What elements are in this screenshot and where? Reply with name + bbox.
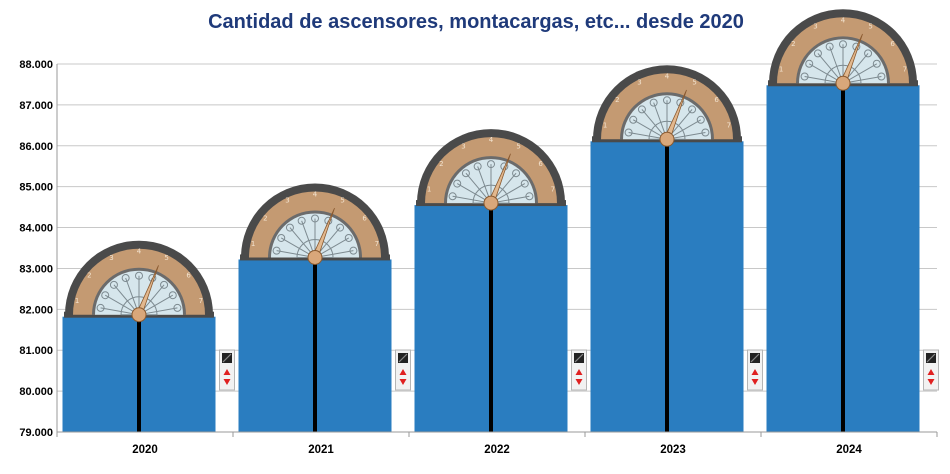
dial-number: 5	[692, 79, 696, 87]
dial-number: 4	[665, 72, 670, 80]
elevator-dial-icon: 1 2 3 4 5 6 7	[64, 240, 214, 323]
elevator-call-panel-icon	[923, 349, 939, 391]
dial-number: 6	[538, 160, 543, 168]
dial-number: 1	[603, 122, 607, 130]
y-tick-label: 83.000	[19, 263, 53, 275]
dial-number: 5	[516, 142, 520, 150]
bar-group: 1 2 3 4 5 6 7	[414, 129, 587, 432]
y-tick-label: 82.000	[19, 304, 53, 316]
dial-number: 2	[263, 214, 267, 222]
x-tick-label: 2020	[132, 444, 158, 456]
elevator-dial-icon: 1 2 3 4 5 6 7	[416, 129, 566, 211]
dial-number: 6	[890, 40, 895, 48]
x-tick-label: 2022	[484, 444, 510, 456]
y-tick-label: 87.000	[19, 100, 53, 112]
dial-number: 2	[615, 96, 619, 104]
elevator-dial-icon: 1 2 3 4 5 6 7	[592, 65, 742, 147]
dial-number: 5	[164, 254, 168, 262]
dial-number: 1	[779, 66, 783, 74]
dial-number: 1	[75, 297, 79, 305]
dial-number: 7	[903, 66, 907, 74]
y-tick-label: 79.000	[19, 427, 53, 439]
dial-number: 3	[109, 254, 113, 262]
dial-number: 3	[637, 79, 641, 87]
bars: 1 2 3 4 5 6 7 1 2 3 4 5 6 7 1 2 3 4 5 6 7 1 2 3 4 5 6 7 1 2 3 4 5 6 7	[62, 9, 939, 433]
x-tick-label: 2023	[660, 444, 686, 456]
bar-group: 1 2 3 4 5 6 7	[590, 65, 763, 432]
elevator-call-panel-icon	[395, 349, 411, 391]
x-tick-label: 2024	[836, 444, 862, 456]
elevator-dial-icon: 1 2 3 4 5 6 7	[240, 183, 390, 265]
dial-number: 4	[313, 190, 318, 198]
dial-number: 4	[841, 16, 846, 24]
dial-number: 1	[427, 185, 431, 193]
dial-number: 2	[439, 160, 443, 168]
y-tick-label: 81.000	[19, 345, 53, 357]
dial-number: 6	[186, 272, 191, 280]
dial-number: 3	[813, 23, 817, 31]
dial-number: 3	[461, 142, 465, 150]
axes	[56, 64, 938, 437]
dial-number: 4	[489, 136, 494, 144]
dial-number: 7	[551, 185, 555, 193]
dial-number: 3	[285, 197, 289, 205]
bar-group: 1 2 3 4 5 6 7	[62, 240, 235, 432]
y-tick-label: 84.000	[19, 223, 53, 235]
dial-number: 6	[362, 214, 367, 222]
x-axis-ticks: 2020 2021 2022 2023 2024	[132, 444, 862, 456]
y-tick-label: 88.000	[19, 59, 53, 71]
dial-number: 5	[340, 197, 344, 205]
dial-number: 4	[137, 248, 142, 256]
y-tick-label: 85.000	[19, 182, 53, 194]
elevator-call-panel-icon	[219, 349, 235, 391]
y-tick-label: 80.000	[19, 386, 53, 398]
elevator-call-panel-icon	[747, 349, 763, 391]
y-axis-ticks: 79.000 80.000 81.000 82.000 83.000 84.000 85.0…	[19, 59, 53, 439]
dial-number: 7	[727, 122, 731, 130]
bar-group: 1 2 3 4 5 6 7	[766, 9, 939, 433]
chart-title: Cantidad de ascensores, montacargas, etc…	[208, 11, 744, 33]
dial-number: 2	[791, 40, 795, 48]
y-tick-label: 86.000	[19, 141, 53, 153]
dial-number: 5	[868, 23, 872, 31]
x-tick-label: 2021	[308, 444, 334, 456]
dial-number: 7	[199, 297, 203, 305]
dial-number: 7	[375, 240, 379, 248]
elevator-call-panel-icon	[571, 349, 587, 391]
dial-number: 6	[714, 96, 719, 104]
dial-number: 1	[251, 240, 255, 248]
elevator-dial-icon: 1 2 3 4 5 6 7	[768, 9, 918, 91]
bar-group: 1 2 3 4 5 6 7	[238, 183, 411, 432]
dial-number: 2	[87, 272, 91, 280]
